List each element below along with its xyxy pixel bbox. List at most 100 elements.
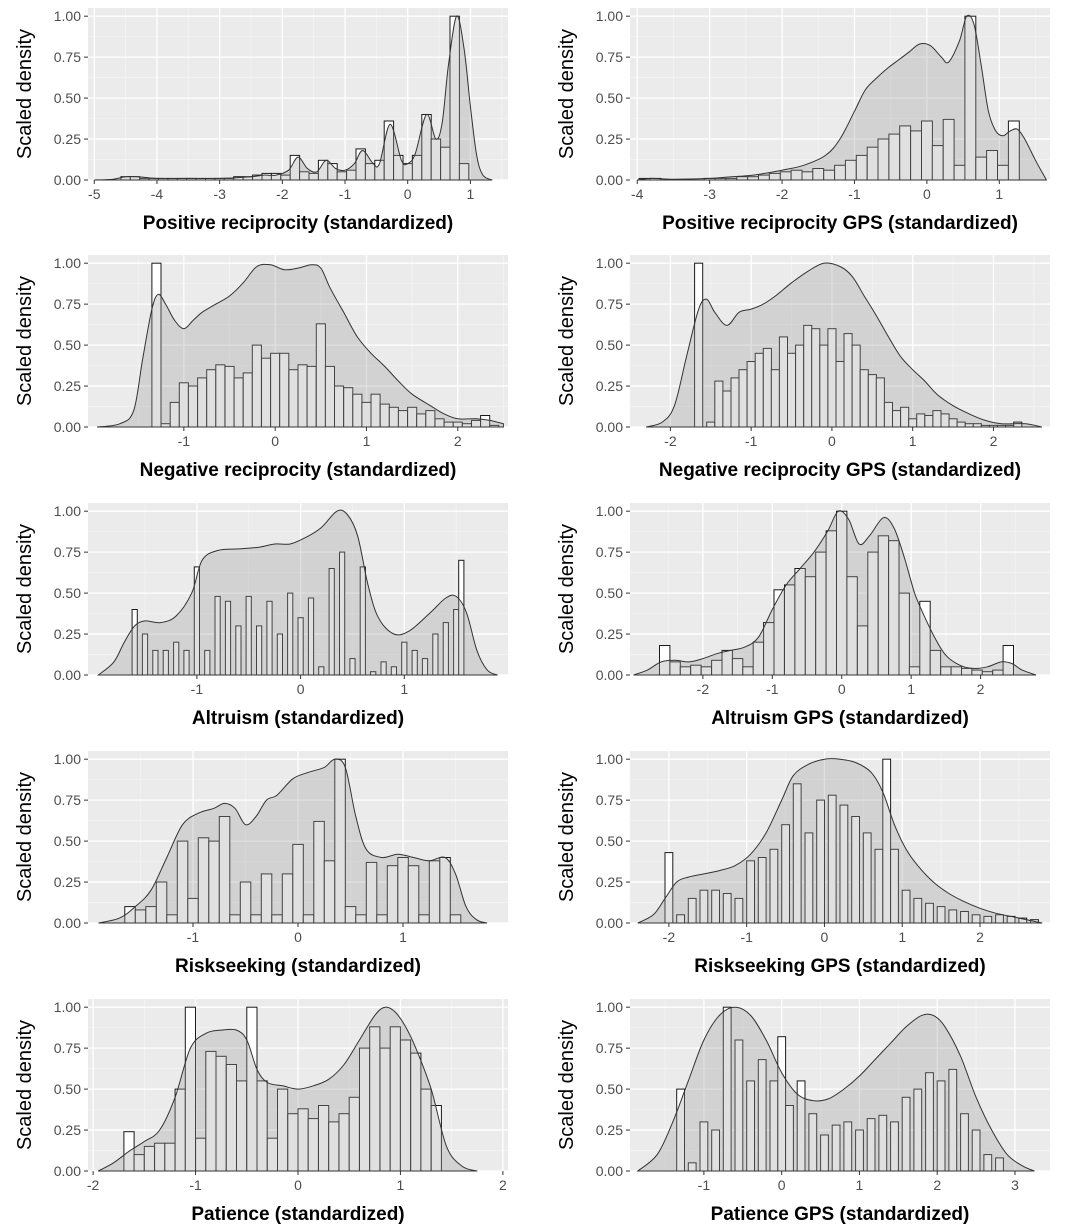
y-tick-label: 0.00 — [596, 1163, 623, 1179]
y-tick-label: 0.25 — [596, 378, 623, 394]
x-tick-label: 0 — [923, 186, 931, 202]
y-tick-label: 0.25 — [54, 378, 81, 394]
y-tick-label: 0.75 — [54, 49, 81, 65]
y-tick-label: 0.00 — [54, 172, 81, 188]
x-tick-label: 0 — [404, 186, 412, 202]
x-tick-label: -4 — [151, 186, 164, 202]
y-tick-label: 0.75 — [54, 544, 81, 560]
y-tick-label: 0.50 — [54, 585, 81, 601]
x-tick-label: -1 — [848, 186, 861, 202]
x-tick-label: 0 — [271, 433, 279, 449]
y-axis-title: Scaled density — [14, 772, 36, 902]
y-axis-title: Scaled density — [556, 276, 578, 406]
x-axis-title: Negative reciprocity (standardized) — [140, 460, 457, 481]
y-tick-label: 0.00 — [596, 172, 623, 188]
density-curve — [637, 14, 1048, 181]
x-tick-label: 1 — [995, 186, 1003, 202]
y-tick-label: 0.25 — [596, 1122, 623, 1138]
y-tick-label: 0.75 — [596, 792, 623, 808]
panel-9: -1 0 1 2 3 0.00 0.25 0.50 0.75 1.00 Patience GPS (… — [556, 999, 1050, 1225]
density-curve — [98, 758, 488, 924]
x-tick-label: 1 — [400, 681, 408, 697]
y-tick-label: 0.50 — [596, 90, 623, 106]
y-tick-label: 0.25 — [54, 874, 81, 890]
x-tick-label: -1 — [766, 681, 779, 697]
x-tick-label: -4 — [631, 186, 644, 202]
panel-3: -2 -1 0 1 2 0.00 0.25 0.50 0.75 1.00 Negative reci… — [556, 255, 1050, 481]
x-axis-title: Riskseeking GPS (standardized) — [694, 956, 985, 977]
x-tick-label: 2 — [990, 433, 998, 449]
density-curve — [633, 510, 1037, 676]
x-tick-label: -1 — [191, 681, 204, 697]
x-tick-label: 0 — [828, 433, 836, 449]
x-tick-label: -5 — [88, 186, 101, 202]
y-tick-label: 1.00 — [596, 8, 623, 24]
x-tick-label: 1 — [363, 433, 371, 449]
y-tick-label: 0.00 — [54, 419, 81, 435]
y-axis-title: Scaled density — [14, 29, 36, 159]
panel-2: -1 0 1 2 0.00 0.25 0.50 0.75 1.00 Negative recipr… — [14, 255, 508, 481]
y-axis-title: Scaled density — [556, 524, 578, 654]
x-tick-label: 2 — [454, 433, 462, 449]
x-tick-label: 2 — [977, 681, 985, 697]
y-tick-label: 0.50 — [596, 337, 623, 353]
x-tick-label: -1 — [189, 1177, 202, 1193]
panel-8: -2 -1 0 1 2 0.00 0.25 0.50 0.75 1.00 Patience (sta… — [14, 999, 508, 1225]
x-tick-label: -1 — [339, 186, 352, 202]
density-curve — [97, 263, 504, 428]
panel-5: -2 -1 0 1 2 0.00 0.25 0.50 0.75 1.00 Altruism GPS … — [556, 503, 1050, 729]
x-tick-label: 0 — [838, 681, 846, 697]
y-tick-label: 1.00 — [596, 503, 623, 519]
y-tick-label: 0.00 — [596, 915, 623, 931]
y-tick-label: 0.25 — [596, 626, 623, 642]
y-tick-label: 0.50 — [596, 833, 623, 849]
x-tick-label: 3 — [1011, 1177, 1019, 1193]
x-tick-label: 1 — [909, 433, 917, 449]
y-tick-label: 0.25 — [596, 131, 623, 147]
y-tick-label: 0.00 — [54, 667, 81, 683]
panel-1: -4 -3 -2 -1 0 1 0.00 0.25 0.50 0.75 1.00 Positive r… — [556, 8, 1050, 234]
panel-7: -2 -1 0 1 2 0.00 0.25 0.50 0.75 1.00 Riskseeking G… — [556, 751, 1050, 977]
y-tick-label: 1.00 — [54, 255, 81, 271]
y-tick-label: 0.50 — [54, 337, 81, 353]
y-tick-label: 1.00 — [596, 751, 623, 767]
density-curve — [646, 262, 1042, 428]
y-tick-label: 0.75 — [596, 544, 623, 560]
y-tick-label: 0.50 — [596, 1081, 623, 1097]
x-tick-label: 1 — [907, 681, 915, 697]
x-tick-label: 1 — [399, 929, 407, 945]
x-tick-label: 0 — [297, 681, 305, 697]
density-curve — [97, 509, 498, 676]
y-tick-label: 1.00 — [54, 503, 81, 519]
x-tick-label: -2 — [87, 1177, 100, 1193]
x-tick-label: -1 — [187, 929, 200, 945]
y-axis-title: Scaled density — [14, 1020, 36, 1150]
x-tick-label: -2 — [663, 929, 676, 945]
x-tick-label: 0 — [294, 1177, 302, 1193]
y-tick-label: 0.75 — [54, 792, 81, 808]
y-tick-label: 0.75 — [596, 49, 623, 65]
y-tick-label: 1.00 — [596, 999, 623, 1015]
density-curve — [636, 1006, 1035, 1172]
y-tick-label: 1.00 — [54, 8, 81, 24]
x-axis-title: Altruism (standardized) — [192, 708, 404, 729]
y-axis-title: Scaled density — [556, 1020, 578, 1150]
y-tick-label: 0.50 — [596, 585, 623, 601]
density-curve — [94, 15, 493, 181]
y-tick-label: 0.00 — [54, 1163, 81, 1179]
y-tick-label: 0.50 — [54, 90, 81, 106]
y-tick-label: 1.00 — [54, 999, 81, 1015]
x-axis-title: Positive reciprocity GPS (standardized) — [662, 213, 1018, 234]
y-axis-title: Scaled density — [556, 772, 578, 902]
y-tick-label: 0.75 — [54, 296, 81, 312]
x-tick-label: 2 — [933, 1177, 941, 1193]
y-axis-title: Scaled density — [14, 524, 36, 654]
density-curve — [637, 758, 1043, 924]
y-tick-label: 1.00 — [596, 255, 623, 271]
x-tick-label: -1 — [178, 433, 191, 449]
x-tick-label: 1 — [898, 929, 906, 945]
y-tick-label: 0.00 — [596, 667, 623, 683]
x-tick-label: 2 — [499, 1177, 507, 1193]
x-axis-title: Positive reciprocity (standardized) — [143, 213, 453, 234]
x-axis-title: Riskseeking (standardized) — [175, 956, 421, 977]
